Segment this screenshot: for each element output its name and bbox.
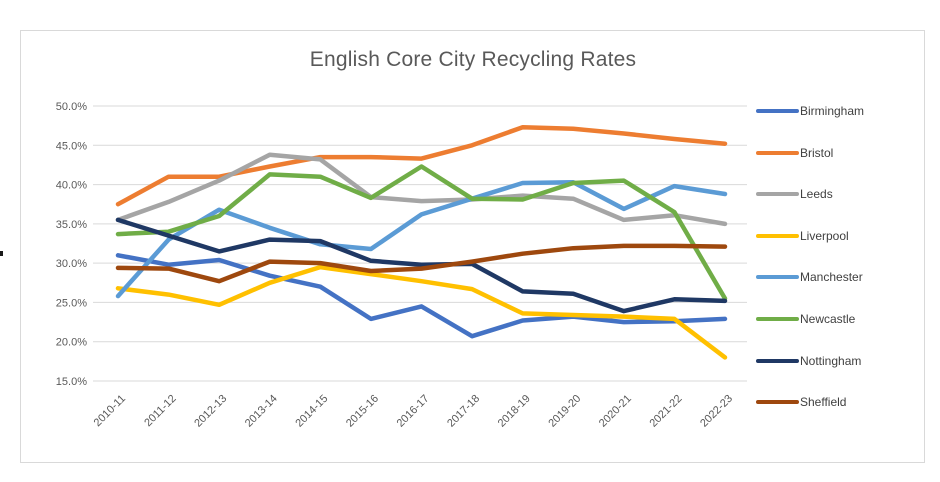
x-tick-label: 2015-16 [344,393,381,430]
series-line-leeds [115,152,728,227]
series-line-birmingham [115,253,728,339]
x-tick-label: 2010-11 [92,393,128,429]
series-line-sheffield [115,243,728,284]
y-axis-labels: 50.0% 45.0% 40.0% 35.0% 30.0% 25.0% 20.0% 15.0% [56,101,87,388]
y-tick-label: 40.0% [56,180,87,192]
legend-swatch-liverpool [756,233,799,238]
legend-label: Bristol [800,145,834,160]
series-line-liverpool [115,264,728,360]
y-tick-label: 15.0% [56,376,87,388]
stray-mark-artifact [0,251,3,256]
series-line-manchester [115,179,728,299]
legend-item-nottingham: Nottingham [756,353,861,369]
legend-item-leeds: Leeds [756,186,833,202]
x-tick-label: 2021-22 [647,393,684,430]
series-line-bristol [115,124,728,207]
x-tick-label: 2011-12 [142,393,178,429]
x-axis-labels: 2010-11 2011-12 2012-13 2013-14 2014-15 2015-… [92,393,735,430]
series-lines [115,124,728,360]
series-line-nottingham [115,217,728,314]
x-tick-label: 2017-18 [445,393,482,430]
legend-swatch-newcastle [756,317,799,321]
legend-item-newcastle: Newcastle [756,311,855,327]
legend-item-bristol: Bristol [756,145,833,161]
y-tick-label: 25.0% [56,297,87,309]
chart-frame [20,30,925,463]
chart-title: English Core City Recycling Rates [309,48,637,71]
legend-item-liverpool: Liverpool [756,228,849,244]
legend-label: Nottingham [800,353,862,368]
x-tick-label: 2022-23 [698,393,735,430]
x-tick-label: 2014-15 [293,393,330,430]
legend-item-birmingham: Birmingham [756,103,864,119]
legend-label: Birmingham [800,104,865,118]
x-tick-label: 2018-19 [496,393,533,430]
y-tick-label: 35.0% [56,219,87,231]
y-tick-label: 45.0% [56,140,87,152]
x-tick-label: 2016-17 [395,393,432,430]
legend-label: Newcastle [800,312,856,326]
legend-swatch-sheffield [756,400,799,405]
legend-label: Manchester [800,270,863,285]
x-tick-label: 2019-20 [546,393,583,430]
x-tick-label: 2013-14 [243,393,280,430]
legend-item-manchester: Manchester [756,269,863,285]
legend-swatch-manchester [756,275,799,280]
x-tick-label: 2020-21 [597,393,634,430]
y-tick-label: 50.0% [56,101,87,113]
legend-item-sheffield: Sheffield [756,394,846,410]
legend-label: Leeds [800,187,833,202]
legend-label: Sheffield [800,395,847,410]
y-tick-label: 20.0% [56,337,87,349]
legend-swatch-birmingham [756,109,799,113]
x-tick-label: 2012-13 [192,393,229,430]
series-line-newcastle [115,164,728,301]
legend-swatch-bristol [756,150,799,155]
legend-swatch-nottingham [756,358,799,363]
y-tick-label: 30.0% [56,258,87,270]
legend-swatch-leeds [756,192,799,197]
legend-label: Liverpool [800,228,849,243]
